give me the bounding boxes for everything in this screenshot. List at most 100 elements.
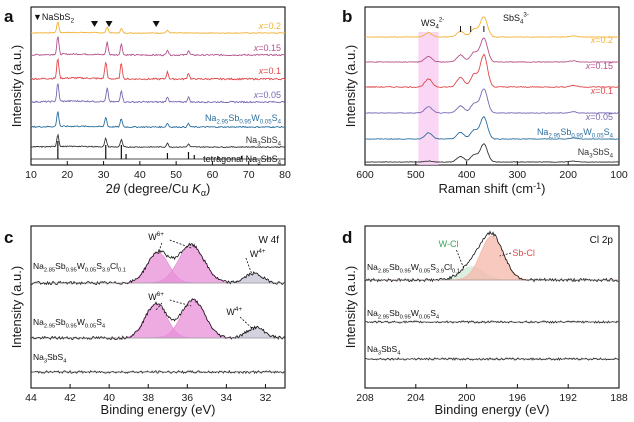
panel-c-arrow-3 <box>155 302 163 311</box>
panel-c-title: W 4f <box>258 235 279 246</box>
panel-d-tick-label-204: 204 <box>407 392 425 404</box>
panel-b-label-na3: Na3SbS4 <box>578 147 614 160</box>
panel-a-label-tetragonal: tetragonal Na3SbS4 <box>203 154 281 167</box>
panel-b-tick-label-400: 400 <box>458 169 476 181</box>
panel-a-trace-3 <box>30 83 286 104</box>
panel-a: a Intensity (a.u.) 10 20 30 40 50 60 70 80 2θ (deg… <box>4 6 291 198</box>
panel-c-letter: c <box>4 228 13 247</box>
panel-a-tick-label-40: 40 <box>134 169 146 181</box>
panel-b-tick-label-600: 600 <box>356 169 374 181</box>
panel-a-tick-label-70: 70 <box>243 169 255 181</box>
panel-a-letter: a <box>4 7 14 26</box>
panel-a-tick-label-10: 10 <box>25 169 37 181</box>
panel-b-ann-sbs4: SbS43- <box>503 12 529 26</box>
panel-b-highlight-band <box>418 32 439 165</box>
panel-d-label-na295: Na2.95Sb0.95W0.05S4 <box>367 308 440 321</box>
panel-a-frame <box>30 6 286 166</box>
panel-c-xlabel: Binding energy (eV) <box>101 402 216 417</box>
panel-d-tick-label-196: 196 <box>509 392 527 404</box>
panel-c-tick-label-38: 38 <box>142 392 154 404</box>
panel-a-label-x01: x=0.1 <box>258 66 281 76</box>
panel-d-ann-sbcl: Sb-Cl <box>512 248 535 258</box>
panel-a-label-na295: Na2.95Sb0.95W0.05S4 <box>205 113 282 126</box>
panel-b-label-x015: x=0.15 <box>585 61 613 71</box>
panel-c-tick-label-42: 42 <box>64 392 76 404</box>
panel-d-title: Cl 2p <box>590 235 614 246</box>
panel-b-xlabel: Raman shift (cm-1) <box>439 181 546 196</box>
panel-b-label-x005: x=0.05 <box>585 112 613 122</box>
panel-d-tick-label-200: 200 <box>458 392 476 404</box>
panel-a-trace-5 <box>30 133 286 149</box>
panel-d-letter: d <box>342 228 352 247</box>
panel-a-xlabel: 2θ (degree/Cu Kα) <box>106 181 211 198</box>
panel-b-letter: b <box>342 7 352 26</box>
panel-b-trace-3 <box>364 88 620 114</box>
panel-c-tick-label-34: 34 <box>221 392 233 404</box>
panel-a-tick-label-30: 30 <box>98 169 110 181</box>
panel-a-ylabel: Intensity (a.u.) <box>9 45 24 127</box>
panel-c-arrow-0 <box>157 242 163 255</box>
panel-c-arrow-2 <box>245 257 253 275</box>
panel-d-label-na3: Na3SbS4 <box>367 344 401 357</box>
panel-b-trace-4 <box>364 116 620 140</box>
panel-d-ann-wcl: W-Cl <box>439 239 459 249</box>
panel-c-arrow-4 <box>169 299 192 307</box>
panel-a-trace-4 <box>30 111 286 129</box>
panel-c-arrow-1 <box>169 239 192 249</box>
panel-d-frame <box>364 225 620 389</box>
panel-a-marker-0 <box>91 21 98 27</box>
panel-c-label-na3: Na3SbS4 <box>33 352 67 365</box>
panel-c: c Intensity (a.u.) 44 42 40 38 36 34 32 Binding e… <box>4 225 286 417</box>
panel-a-trace-0 <box>31 21 286 34</box>
panel-a-trace-2 <box>30 57 286 81</box>
panel-a-marker-legend: ▼NaSbS2 <box>33 12 74 25</box>
panel-b-trace-5 <box>364 143 620 163</box>
panel-d-arrow-0 <box>456 249 465 270</box>
panel-b-label-x02: x=0.2 <box>590 35 613 45</box>
panel-a-label-x02: x=0.2 <box>258 21 281 31</box>
panel-d-ylabel: Intensity (a.u.) <box>343 266 358 348</box>
panel-b-tick-label-100: 100 <box>610 169 628 181</box>
panel-c-ann-w6-b: W6+ <box>148 291 164 302</box>
panel-a-trace-1 <box>30 36 286 57</box>
panel-b-ann-ws4: WS42- <box>421 17 444 31</box>
panel-b-trace-2 <box>364 53 620 89</box>
panel-c-label-cl: Na2.85Sb0.95W0.05S3.9Cl0.1 <box>33 261 126 274</box>
panel-b-frame <box>364 6 620 166</box>
panel-c-tick-label-40: 40 <box>103 392 115 404</box>
panel-a-marker-2 <box>152 21 160 27</box>
panel-b-tick-label-300: 300 <box>509 169 527 181</box>
panel-d-tick-label-208: 208 <box>356 392 374 404</box>
panel-c-ylabel: Intensity (a.u.) <box>9 266 24 348</box>
panel-b-label-na295: Na2.95Sb0.95W0.05S4 <box>537 127 614 140</box>
panel-b-tick-label-500: 500 <box>407 169 425 181</box>
panel-c-tick-label-44: 44 <box>25 392 37 404</box>
panel-a-tick-label-80: 80 <box>279 169 291 181</box>
panel-a-label-na3: Na3SbS4 <box>246 135 282 148</box>
panel-c-label-na295: Na2.95Sb0.95W0.05S4 <box>33 317 106 330</box>
panel-d-arrow-1 <box>499 252 512 257</box>
panel-a-label-x015: x=0.15 <box>253 43 281 53</box>
panel-d: d Intensity (a.u.) 208 204 200 196 192 188 Bindi… <box>342 225 628 417</box>
panel-c-arrow-5 <box>239 316 255 331</box>
panel-b-ylabel: Intensity (a.u.) <box>343 45 358 127</box>
panel-c-tick-label-32: 32 <box>260 392 272 404</box>
panel-a-tick-label-50: 50 <box>170 169 182 181</box>
panel-c-ann-w4-b: W4+ <box>226 306 242 317</box>
panel-a-label-x005: x=0.05 <box>253 90 281 100</box>
panel-b-label-x01: x=0.1 <box>590 86 613 96</box>
panel-d-tick-label-192: 192 <box>559 392 577 404</box>
panel-b-trace-1 <box>364 37 620 63</box>
panel-c-tick-label-36: 36 <box>181 392 193 404</box>
panel-c-frame <box>30 225 286 389</box>
panel-c-series-1-trace <box>30 298 286 341</box>
panel-d-tick-label-188: 188 <box>610 392 628 404</box>
panel-b-trace-0 <box>365 16 620 38</box>
panel-b: b Intensity (a.u.) 600 500 400 300 200 100 Raman… <box>342 6 628 196</box>
panel-d-label-cl: Na2.85Sb0.95W0.05S3.9Cl0.1 <box>367 262 460 275</box>
panel-d-xlabel: Binding energy (eV) <box>435 402 550 417</box>
panel-c-series-2-trace <box>30 369 286 375</box>
panel-b-tick-label-200: 200 <box>559 169 577 181</box>
panel-a-tick-label-60: 60 <box>207 169 219 181</box>
